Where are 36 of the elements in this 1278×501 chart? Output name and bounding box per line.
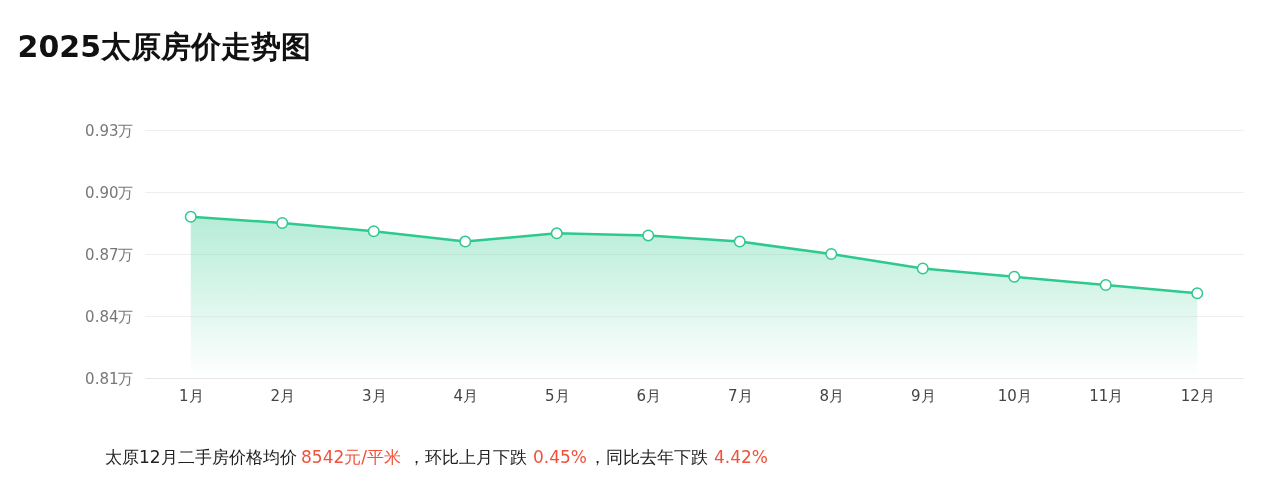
x-tick-label: 4月 (453, 386, 479, 405)
point (642, 229, 655, 242)
y-tick-label: 0.93万 (85, 121, 134, 140)
point (1099, 279, 1112, 291)
x-tick-label: 10月 (997, 386, 1032, 405)
point (825, 248, 838, 260)
x-tick-label: 3月 (361, 386, 387, 405)
point (733, 235, 746, 248)
point (1008, 270, 1021, 283)
y-tick-label: 0.84万 (85, 307, 134, 326)
x-tick-label: 8月 (819, 386, 845, 405)
point (184, 210, 197, 223)
chart-title: 2025太原房价走势图 (17, 29, 312, 64)
text: 4.42% (714, 447, 769, 467)
text: ，同比去年下跌 (589, 447, 708, 467)
x-tick-label: 11月 (1089, 386, 1124, 405)
y-tick-label: 0.90万 (85, 183, 134, 202)
x-tick-label: 9月 (910, 386, 936, 405)
point (1191, 287, 1204, 300)
text: 8542元/平米 (301, 447, 401, 467)
text: 0.45% (533, 447, 588, 467)
text: 太原12月二手房价格均价 (105, 447, 297, 467)
x-tick-label: 5月 (544, 386, 570, 405)
point (276, 217, 289, 229)
y-tick-label: 0.81万 (85, 369, 134, 388)
x-tick-label: 2月 (270, 386, 296, 405)
point (550, 227, 563, 240)
text: ，环比上月下跌 (408, 447, 527, 467)
point (367, 225, 380, 238)
point (459, 235, 472, 248)
point (916, 262, 929, 275)
x-tick-label: 1月 (178, 386, 204, 405)
x-tick-label: 6月 (636, 386, 662, 405)
x-tick-label: 12月 (1180, 386, 1215, 405)
y-tick-label: 0.87万 (85, 245, 134, 264)
x-tick-label: 7月 (727, 386, 753, 405)
